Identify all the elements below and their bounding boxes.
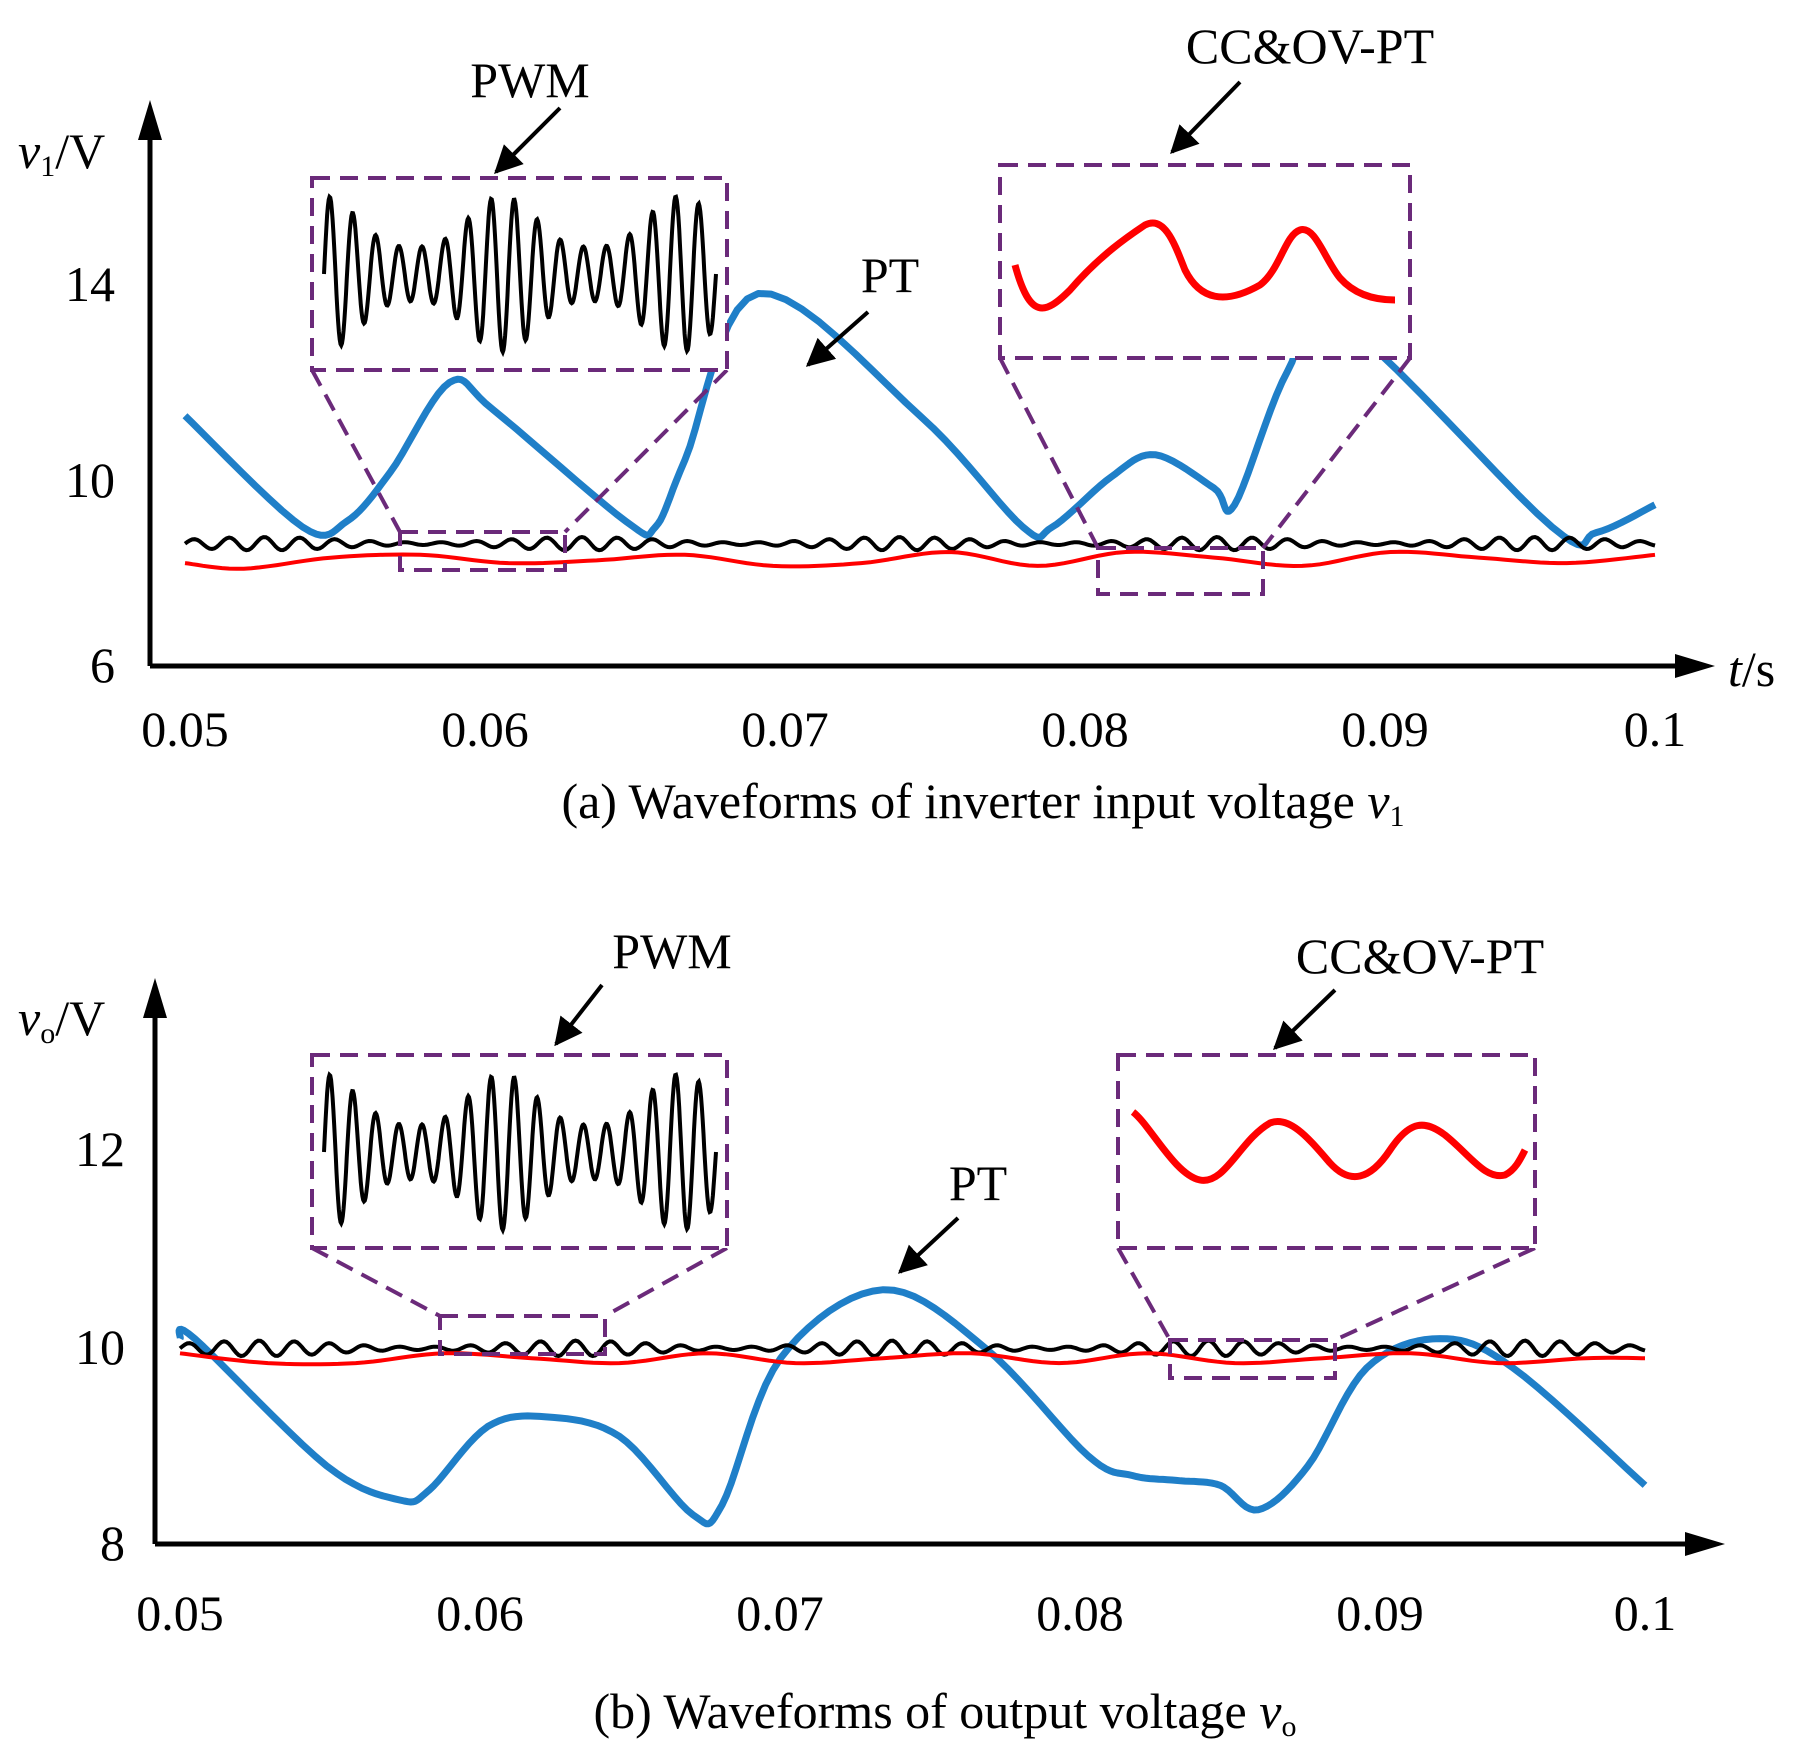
series-line-pt	[175, 1286, 1648, 1528]
ccov-zoom-inset	[1116, 1053, 1537, 1380]
annotation-pt: PT	[949, 1155, 1007, 1211]
ccov-zoom-inset	[998, 163, 1412, 596]
x-axis-label: t/s	[1728, 641, 1775, 697]
x-axis-arrow	[1675, 654, 1715, 678]
panel-a-axes	[138, 100, 1715, 678]
ccov-zoom-trace	[1130, 1109, 1529, 1184]
zoom-inset-box	[998, 163, 1412, 360]
panel-b: vo/V 12 10 8 0.05 0.06 0.07 0.08 0.09 0.…	[18, 923, 1725, 1743]
annotation-ccov-pt: CC&OV-PT	[1296, 928, 1544, 984]
ccov-zoom-trace	[1011, 219, 1396, 312]
zoom-connector	[1261, 356, 1412, 550]
zoom-source-box	[438, 1314, 607, 1356]
y-axis-label: vo/V	[18, 990, 105, 1050]
zoom-connector	[1116, 1247, 1172, 1341]
x-tick-label: 0.08	[1036, 1585, 1124, 1641]
series-line-ccov-pt	[184, 549, 1656, 571]
pwm-zoom-trace	[322, 193, 718, 358]
y-tick-labels: 14 10 6	[65, 256, 115, 693]
annotation-arrow	[1272, 988, 1337, 1050]
x-tick-label: 0.05	[141, 701, 229, 757]
x-tick-label: 0.05	[136, 1585, 224, 1641]
y-axis-arrow	[143, 978, 167, 1018]
annotation-pt: PT	[861, 247, 919, 303]
pwm-zoom-inset	[310, 1053, 729, 1356]
x-tick-labels: 0.05 0.06 0.07 0.08 0.09 0.1	[141, 701, 1686, 757]
y-tick-label: 10	[65, 452, 115, 508]
panel-b-axes	[143, 978, 1725, 1556]
x-tick-label: 0.1	[1614, 1585, 1677, 1641]
x-tick-label: 0.09	[1341, 701, 1429, 757]
x-tick-labels: 0.05 0.06 0.07 0.08 0.09 0.1	[136, 1585, 1676, 1641]
x-tick-label: 0.08	[1041, 701, 1129, 757]
pwm-zoom-inset	[310, 176, 729, 572]
annotation-arrow	[1170, 80, 1242, 155]
zoom-connector	[311, 1246, 441, 1318]
caption-a: (a) Waveforms of inverter input voltage …	[561, 773, 1404, 833]
panel-a: v1/V t/s 14 10 6 0.05 0.06 0.07 0.08 0.0…	[18, 18, 1775, 833]
zoom-connector	[998, 357, 1100, 549]
annotation-arrow	[897, 1216, 960, 1274]
zoom-connector	[1334, 1246, 1536, 1342]
series-line-pwm	[183, 534, 1656, 553]
annotation-arrow	[805, 310, 870, 367]
y-axis-label: v1/V	[18, 123, 105, 183]
y-axis-arrow	[138, 100, 162, 140]
annotation-arrow	[494, 106, 562, 174]
zoom-inset-box	[1116, 1053, 1537, 1250]
zoom-connector	[604, 1246, 728, 1318]
x-axis-arrow	[1685, 1532, 1725, 1556]
zoom-source-box	[1096, 546, 1265, 596]
zoom-source-box	[398, 530, 567, 572]
x-tick-label: 0.06	[436, 1585, 524, 1641]
annotation-pwm: PWM	[612, 923, 731, 979]
zoom-source-box	[1168, 1338, 1337, 1380]
annotation-ccov-pt: CC&OV-PT	[1186, 18, 1434, 74]
y-tick-label: 8	[100, 1515, 125, 1571]
y-tick-label: 12	[75, 1121, 125, 1177]
x-tick-label: 0.1	[1624, 701, 1687, 757]
zoom-connector	[563, 368, 729, 534]
x-tick-label: 0.07	[736, 1585, 824, 1641]
y-tick-labels: 12 10 8	[75, 1121, 125, 1571]
x-tick-label: 0.06	[441, 701, 529, 757]
annotation-arrow	[554, 983, 604, 1047]
zoom-connector	[310, 369, 402, 533]
annotation-pwm: PWM	[470, 52, 589, 108]
caption-b: (b) Waveforms of output voltage vo	[594, 1683, 1297, 1743]
y-tick-label: 6	[90, 637, 115, 693]
pwm-zoom-trace	[322, 1071, 718, 1236]
y-tick-label: 14	[65, 256, 115, 312]
x-tick-label: 0.07	[741, 701, 829, 757]
series-line-ccov-pt	[179, 1351, 1645, 1367]
y-tick-label: 10	[75, 1319, 125, 1375]
x-tick-label: 0.09	[1336, 1585, 1424, 1641]
